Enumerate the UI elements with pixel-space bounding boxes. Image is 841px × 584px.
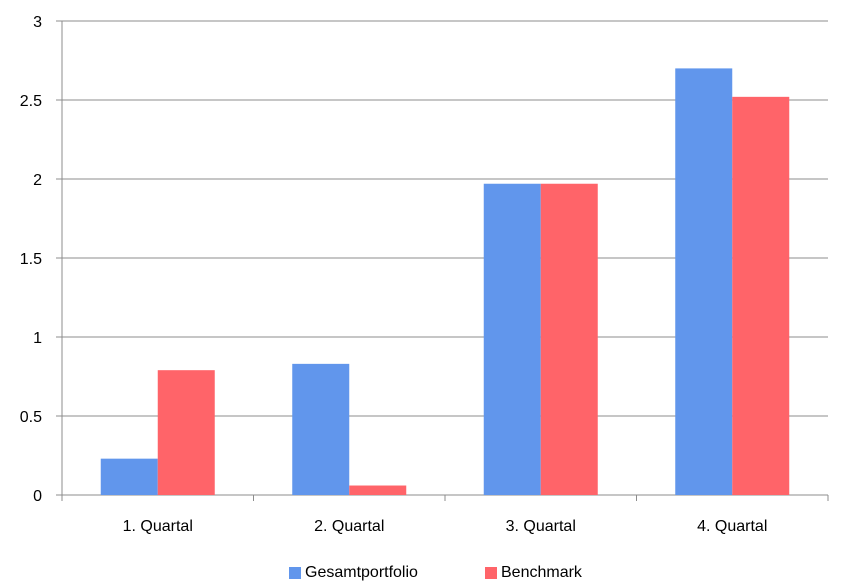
- legend-label-gesamtportfolio: Gesamtportfolio: [305, 564, 418, 581]
- x-category-label: 2. Quartal: [314, 518, 384, 535]
- bar-gesamtportfolio-1: [100, 458, 158, 495]
- legend-swatch-gesamtportfolio: [289, 567, 301, 579]
- x-category-label: 1. Quartal: [123, 518, 193, 535]
- x-axis-category-labels: 1. Quartal 2. Quartal 3. Quartal 4. Quartal: [123, 518, 768, 535]
- y-axis-tick-labels: 0 0.5 1 1.5 2 2.5 3: [20, 14, 42, 505]
- bar-benchmark-3: [540, 183, 598, 496]
- y-tick-label: 3: [33, 14, 42, 31]
- legend-swatch-benchmark: [485, 567, 497, 579]
- legend: Gesamtportfolio Benchmark: [289, 564, 583, 581]
- y-tick-label: 1: [33, 330, 42, 347]
- y-tick-label: 0: [33, 488, 42, 505]
- y-tick-label: 0.5: [20, 409, 42, 426]
- x-category-label: 4. Quartal: [697, 518, 767, 535]
- bar-gesamtportfolio-4: [675, 68, 733, 496]
- bar-benchmark-4: [732, 96, 790, 495]
- y-tick-label: 2: [33, 172, 42, 189]
- y-tick-label: 2.5: [20, 93, 42, 110]
- x-category-label: 3. Quartal: [506, 518, 576, 535]
- legend-label-benchmark: Benchmark: [501, 564, 583, 581]
- bar-gesamtportfolio-3: [483, 183, 541, 496]
- y-tick-label: 1.5: [20, 251, 42, 268]
- bars: [100, 68, 790, 496]
- bar-benchmark-2: [349, 485, 407, 495]
- bar-gesamtportfolio-2: [292, 363, 350, 495]
- bar-benchmark-1: [157, 370, 215, 495]
